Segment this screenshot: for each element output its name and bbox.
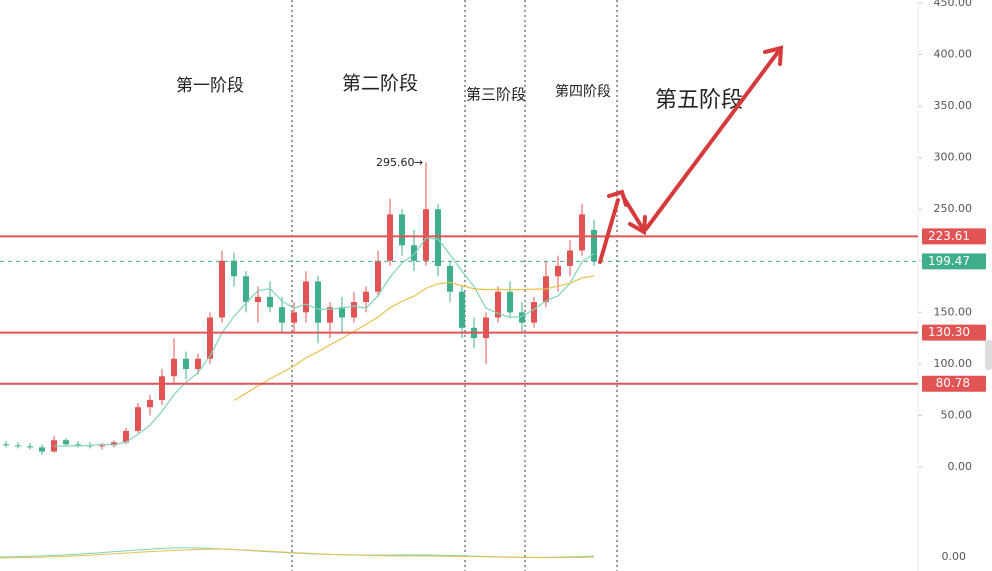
level-label-box xyxy=(922,324,986,341)
candle-body xyxy=(351,302,357,318)
candle-body xyxy=(147,399,153,408)
level-label: 223.61 xyxy=(928,229,970,243)
candle-body xyxy=(411,245,417,261)
candle-body xyxy=(495,291,501,318)
level-label: 130.30 xyxy=(928,325,970,339)
indicator-line xyxy=(0,548,595,559)
moving-average xyxy=(233,275,595,402)
y-tick-label: 300.00 xyxy=(934,151,973,164)
indicator-tick-label: 0.00 xyxy=(942,550,967,563)
candle-body xyxy=(231,260,237,277)
phase-label: 第五阶段 xyxy=(655,88,743,113)
level-label-box xyxy=(922,228,986,245)
candle-body xyxy=(459,291,465,328)
arrow xyxy=(622,196,645,231)
candle-body xyxy=(291,312,297,323)
candle-body xyxy=(591,229,597,262)
phase-label: 第三阶段 xyxy=(466,86,526,104)
phase-label: 第四阶段 xyxy=(555,83,611,100)
candle-body xyxy=(531,302,537,323)
last-price-label: 199.47 xyxy=(928,254,970,268)
annotation-arrow: → xyxy=(414,156,423,169)
arrow-head xyxy=(628,215,647,236)
forecast-arrows xyxy=(598,45,784,264)
candle-body xyxy=(555,265,561,277)
candle-body xyxy=(171,358,177,377)
arrow-head xyxy=(763,45,784,66)
candle-body xyxy=(267,296,273,308)
candle-body xyxy=(39,447,45,452)
candle-body xyxy=(579,214,585,251)
candle-body xyxy=(303,281,309,313)
candle-body xyxy=(279,307,285,323)
y-tick-label: 250.00 xyxy=(934,202,973,215)
candle-body xyxy=(159,376,165,400)
level-label-box xyxy=(922,375,986,392)
candle-body xyxy=(243,276,249,303)
candle-body xyxy=(363,291,369,303)
phase-dividers xyxy=(291,0,618,571)
candle-body xyxy=(3,444,9,446)
candle-body xyxy=(135,407,141,431)
y-tick-label: 100.00 xyxy=(934,357,973,370)
scroll-handle[interactable] xyxy=(985,340,992,370)
arrow xyxy=(598,198,620,264)
candle-body xyxy=(123,430,129,443)
high-annotation: 295.60 xyxy=(376,156,415,169)
candle-body xyxy=(339,307,345,318)
candle-body xyxy=(387,214,393,261)
candle-body xyxy=(507,291,513,313)
phase-label: 第一阶段 xyxy=(176,76,244,96)
arrow xyxy=(644,50,780,231)
candle-body xyxy=(375,260,381,292)
moving-average xyxy=(53,237,595,447)
y-tick-label: 150.00 xyxy=(934,305,973,318)
candle-body xyxy=(111,442,117,446)
candle-body xyxy=(567,250,573,266)
candle-body xyxy=(207,317,213,359)
candle-body xyxy=(99,445,105,447)
candle-body xyxy=(63,440,69,445)
candle-body xyxy=(255,296,261,303)
candle-body xyxy=(447,265,453,292)
candle-body xyxy=(75,444,81,446)
candle-body xyxy=(327,307,333,323)
y-tick-label: 350.00 xyxy=(934,99,973,112)
level-label: 80.78 xyxy=(936,376,970,390)
candle-body xyxy=(423,209,429,261)
candle-body xyxy=(519,312,525,323)
y-tick-label: 0.00 xyxy=(948,460,973,473)
last-price-box xyxy=(922,253,986,270)
phase-label: 第二阶段 xyxy=(342,73,418,95)
y-tick-label: 400.00 xyxy=(934,48,973,61)
plot: 0.0050.00100.00150.00200.00250.00300.003… xyxy=(0,0,986,473)
candle-body xyxy=(315,281,321,323)
candle-body xyxy=(195,358,201,370)
candle-body xyxy=(483,317,489,339)
candle-body xyxy=(15,445,21,447)
candle-body xyxy=(399,214,405,246)
candle-body xyxy=(219,260,225,318)
candle-body xyxy=(27,446,33,448)
y-tick-label: 50.00 xyxy=(941,408,973,421)
candle-body xyxy=(435,209,441,266)
y-tick-label: 450.00 xyxy=(934,0,973,9)
candle-body xyxy=(183,358,189,370)
